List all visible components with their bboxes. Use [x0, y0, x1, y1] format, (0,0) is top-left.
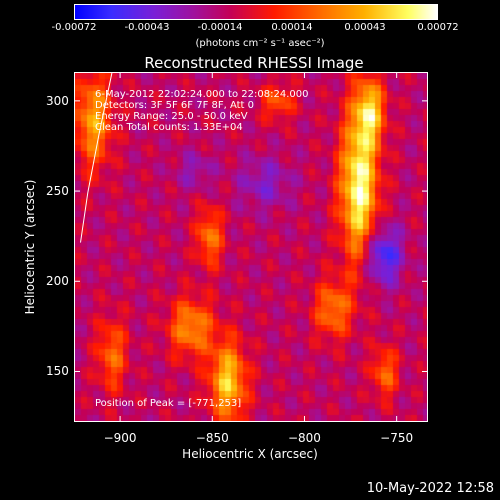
x-tick-label: −850 [195, 431, 229, 445]
colorbar-tick-label: -0.00014 [197, 22, 243, 33]
colorbar-units: (photons cm⁻² s⁻¹ asec⁻²) [195, 38, 325, 49]
x-tick-label: −750 [380, 431, 414, 445]
solar-limb-line [80, 73, 113, 243]
plot-area: 6-May-2012 22:02:24.000 to 22:08:24.000 … [74, 72, 428, 422]
colorbar-tick-label: -0.00072 [51, 22, 97, 33]
annotation-counts: Clean Total counts: 1.33E+04 [95, 122, 243, 133]
colorbar-tick-label: 0.00072 [417, 22, 459, 33]
annotation-time-range: 6-May-2012 22:02:24.000 to 22:08:24.000 [95, 89, 309, 100]
x-axis-label: Heliocentric X (arcsec) [182, 447, 318, 461]
colorbar-tick-label: 0.00014 [271, 22, 313, 33]
y-tick-label: 300 [46, 93, 69, 108]
y-tick-label: 150 [46, 364, 69, 379]
timestamp: 10-May-2022 12:58 [366, 481, 494, 496]
annotation-detectors: Detectors: 3F 5F 6F 7F 8F, Att 0 [95, 100, 255, 111]
y-tick-label: 200 [46, 274, 69, 289]
y-tick-label: 250 [46, 184, 69, 199]
chart-title: Reconstructed RHESSI Image [144, 54, 364, 72]
annotation-energy-range: Energy Range: 25.0 - 50.0 keV [95, 111, 248, 122]
y-axis-label: Heliocentric Y (arcsec) [23, 179, 37, 315]
x-tick-label: −800 [287, 431, 321, 445]
colorbar [74, 4, 438, 20]
colorbar-tick-label: -0.00043 [124, 22, 170, 33]
x-tick-label: −900 [103, 431, 137, 445]
solar-limb-curve [80, 73, 113, 243]
annotation-peak-position: Position of Peak = [-771,253] [95, 398, 242, 409]
heatmap-image [75, 73, 427, 421]
colorbar-tick-label: 0.00043 [344, 22, 386, 33]
